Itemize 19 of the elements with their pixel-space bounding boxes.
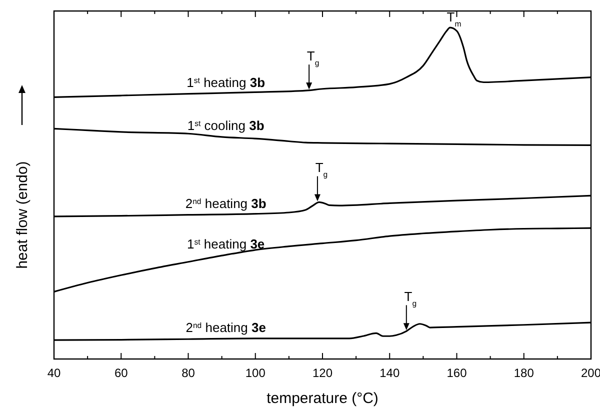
series-label: 1$^{st}$ heating 3e: [187, 236, 265, 252]
x-axis-title: temperature (°C): [266, 390, 378, 407]
annotation: T$_{g}$: [404, 289, 417, 308]
annotation: T$_{g}$: [315, 160, 328, 179]
x-tick-label: 40: [47, 366, 61, 380]
x-tick-label: 180: [514, 366, 534, 380]
annotation: T$_{g}$: [306, 48, 320, 68]
annotation: T$_{m}$: [446, 10, 462, 28]
x-tick-label: 80: [182, 366, 196, 380]
x-tick-label: 120: [312, 366, 333, 380]
series-label: 1$^{st}$ heating 3b: [186, 74, 266, 90]
x-tick-label: 100: [245, 366, 266, 380]
x-tick-label: 160: [446, 366, 468, 380]
x-tick-label: 60: [114, 366, 128, 380]
series-label: 1$^{st}$ cooling 3b: [187, 118, 264, 133]
y-axis-title: heat flow (endo): [14, 161, 31, 269]
x-tick-label: 140: [380, 366, 400, 380]
series-label: 2$^{nd}$ heating 3b: [185, 196, 266, 211]
series-label: 2$^{nd}$ heating 3e: [186, 320, 266, 336]
